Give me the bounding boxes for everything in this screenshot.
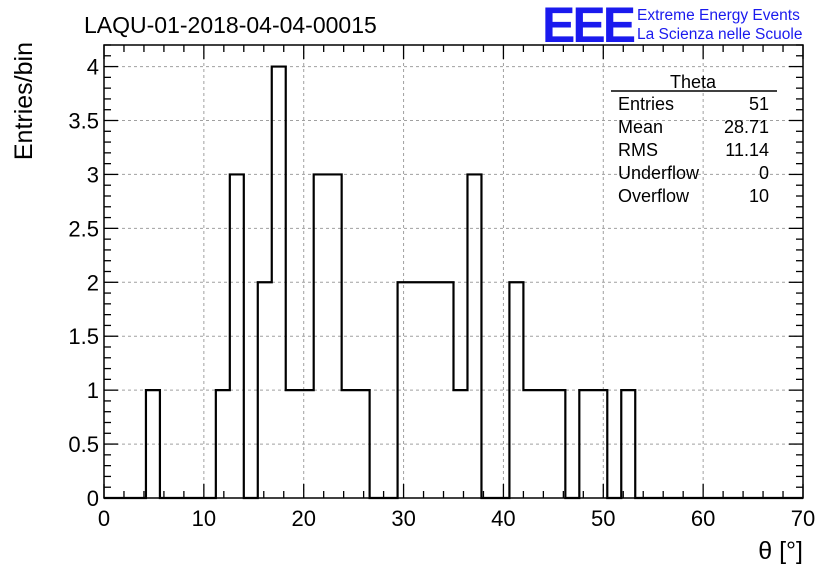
x-tick-label: 0 <box>98 506 110 531</box>
y-tick-labels: 0 0.5 1 1.5 2 2.5 3 3.5 4 <box>68 55 99 511</box>
eee-logo: EEE Extreme Energy Events La Scienza nel… <box>542 0 802 53</box>
y-tick-label: 3.5 <box>68 109 99 134</box>
y-tick-label: 1 <box>87 378 99 403</box>
grid <box>104 45 803 498</box>
x-tick-label: 30 <box>391 506 415 531</box>
y-axis-label: Entries/bin <box>10 42 38 160</box>
plot-frame <box>103 44 804 499</box>
logo-line-1: Extreme Energy Events <box>637 7 800 24</box>
stats-rows: Entries 51 Mean 28.71 RMS 11.14 Underflow 0 Over… <box>618 94 769 206</box>
x-tick-label: 70 <box>791 506 815 531</box>
histogram-bin-8 <box>216 390 230 498</box>
stats-value: 28.71 <box>724 117 769 137</box>
stats-title: Theta <box>670 72 717 92</box>
x-tick-label: 40 <box>491 506 515 531</box>
x-axis-label: θ [°] <box>758 537 803 565</box>
stats-box: Theta Entries 51 Mean 28.71 RMS 11.14 Underflo… <box>611 72 777 206</box>
stats-value: 51 <box>749 94 769 114</box>
logo-text: EEE <box>542 0 635 53</box>
x-tick-labels: 0 10 20 30 40 50 60 70 <box>98 506 815 531</box>
axes <box>103 44 804 499</box>
chart-title: LAQU-01-2018-04-04-00015 <box>84 12 377 38</box>
y-tick-label: 0 <box>87 486 99 511</box>
y-tick-label: 2.5 <box>68 216 99 241</box>
stats-value: 0 <box>759 163 769 183</box>
histogram-bin-23 <box>426 282 440 498</box>
stats-value: 11.14 <box>725 140 769 160</box>
y-tick-label: 2 <box>87 270 99 295</box>
x-tick-label: 10 <box>192 506 216 531</box>
x-tick-label: 60 <box>691 506 715 531</box>
histogram-bin-35 <box>593 390 607 498</box>
histogram-bin-17 <box>342 390 356 498</box>
histogram-bin-29 <box>509 282 523 498</box>
histogram-bin-14 <box>300 390 314 498</box>
y-tick-label: 4 <box>87 55 99 80</box>
x-tick-label: 20 <box>291 506 315 531</box>
histogram-bin-26 <box>467 174 481 498</box>
stats-label: Overflow <box>618 186 690 206</box>
y-tick-label: 3 <box>87 162 99 187</box>
x-tick-label: 50 <box>591 506 615 531</box>
histogram-bin-11 <box>258 282 272 498</box>
y-tick-label: 0.5 <box>68 432 99 457</box>
stats-value: 10 <box>749 186 769 206</box>
stats-label: Entries <box>618 94 674 114</box>
y-tick-label: 1.5 <box>68 324 99 349</box>
logo-line-2: La Scienza nelle Scuole <box>637 26 802 43</box>
histogram-bin-32 <box>551 390 565 498</box>
stats-label: Mean <box>618 117 663 137</box>
stats-label: Underflow <box>618 163 700 183</box>
stats-label: RMS <box>618 140 658 160</box>
